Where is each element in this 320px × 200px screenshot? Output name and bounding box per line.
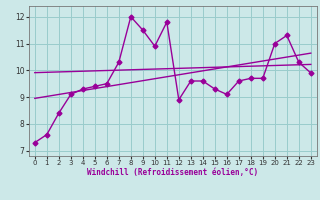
X-axis label: Windchill (Refroidissement éolien,°C): Windchill (Refroidissement éolien,°C)	[87, 168, 258, 177]
